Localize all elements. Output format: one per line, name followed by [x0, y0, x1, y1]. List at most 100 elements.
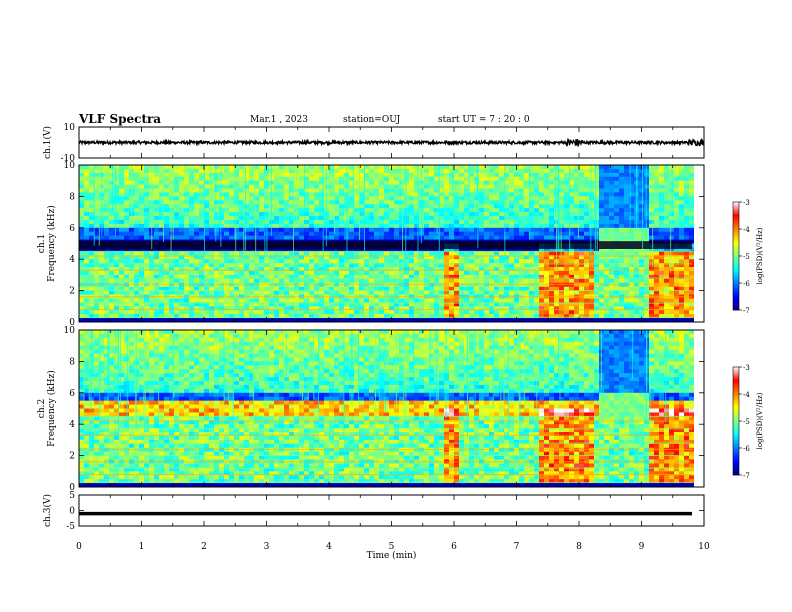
spec-cell — [559, 188, 565, 193]
spec-cell — [619, 263, 625, 268]
spec-cell — [154, 172, 160, 178]
spec-cell — [659, 184, 665, 189]
spec-cell — [489, 255, 495, 260]
spec-cell — [169, 314, 175, 319]
spec-cell — [404, 310, 410, 315]
spec-cell — [374, 306, 380, 311]
spec-cell — [519, 168, 525, 174]
spec-cell — [129, 251, 135, 256]
spec-cell — [454, 310, 460, 315]
spec-cell — [209, 274, 215, 280]
spec-cell — [514, 286, 520, 291]
spec-cell — [179, 212, 185, 217]
spec-cell — [484, 223, 490, 229]
spec-cell — [214, 192, 220, 197]
spec-cell — [529, 176, 535, 181]
spec-cell — [589, 165, 595, 170]
spec-cell — [194, 180, 200, 185]
spec-cell — [664, 168, 670, 174]
spec-cell — [634, 247, 640, 252]
spec-cell — [654, 267, 660, 272]
spec-cell — [164, 270, 170, 276]
spec-cell — [539, 235, 545, 240]
spec-cell — [159, 188, 165, 193]
spec-cell — [304, 298, 310, 303]
spec-cell — [599, 314, 605, 319]
spec-cell — [174, 212, 180, 217]
spec-cell — [614, 184, 620, 189]
spec-cell — [669, 259, 675, 264]
spec-cell — [314, 180, 320, 185]
spec-cell — [299, 188, 305, 193]
spec-cell — [454, 172, 460, 178]
spec-cell — [99, 259, 105, 264]
spec-cell — [319, 192, 325, 197]
spec-cell — [279, 259, 285, 264]
spec-cell — [639, 188, 645, 193]
spec-cell — [339, 259, 345, 264]
spec-cell — [479, 310, 485, 315]
spec-cell — [154, 274, 160, 280]
spec-cell — [204, 184, 210, 189]
spec-cell — [289, 219, 295, 225]
spec-cell — [584, 263, 590, 268]
spec-cell — [424, 270, 430, 276]
spec-cell — [224, 259, 230, 264]
spec-cell — [679, 251, 685, 256]
spec-cell — [494, 192, 500, 197]
spec-cell — [594, 204, 600, 209]
spec-cell — [114, 278, 120, 284]
spec-cell — [239, 306, 245, 311]
spec-cell — [204, 318, 210, 323]
spec-cell — [109, 231, 115, 236]
spec-cell — [164, 223, 170, 229]
spec-cell — [329, 267, 335, 272]
spec-cell — [464, 255, 470, 260]
spec-cell — [644, 290, 650, 295]
spec-cell — [424, 168, 430, 174]
spec-cell — [204, 263, 210, 268]
spec-cell — [179, 200, 185, 205]
spec-cell — [619, 180, 625, 185]
spec-cell — [119, 247, 125, 252]
spec-cell — [689, 310, 695, 315]
spec-cell — [594, 267, 600, 272]
spec-cell — [109, 267, 115, 272]
spec-cell — [189, 302, 195, 307]
spec-cell — [229, 286, 235, 291]
spec-cell — [364, 231, 370, 236]
spec-cell — [654, 306, 660, 311]
spec-cell — [479, 247, 485, 252]
spec-cell — [664, 192, 670, 197]
spec-cell — [629, 168, 635, 174]
spec-cell — [564, 290, 570, 295]
spec-cell — [564, 306, 570, 311]
spec-cell — [429, 298, 435, 303]
spec-cell — [524, 235, 530, 240]
spec-cell — [629, 302, 635, 307]
spec-cell — [374, 172, 380, 178]
spec-cell — [564, 176, 570, 181]
spec-cell — [559, 172, 565, 178]
spec-cell — [204, 176, 210, 181]
spec-cell — [309, 251, 315, 256]
spec-cell — [254, 204, 260, 209]
spec-cell — [599, 318, 605, 323]
spec-cell — [269, 259, 275, 264]
spec-cell — [664, 208, 670, 213]
spec-cell — [154, 278, 160, 284]
spec-cell — [229, 310, 235, 315]
spec-cell — [574, 278, 580, 284]
spec-cell — [494, 223, 500, 229]
spec-cell — [89, 216, 95, 221]
spec-cell — [459, 290, 465, 295]
spec-cell — [89, 270, 95, 276]
spec-cell — [594, 278, 600, 284]
spec-cell — [164, 306, 170, 311]
spec-cell — [369, 274, 375, 280]
spec-cell — [464, 235, 470, 240]
spec-cell — [159, 251, 165, 256]
spec-cell — [374, 231, 380, 236]
spec-cell — [494, 204, 500, 209]
spec-cell — [584, 184, 590, 189]
